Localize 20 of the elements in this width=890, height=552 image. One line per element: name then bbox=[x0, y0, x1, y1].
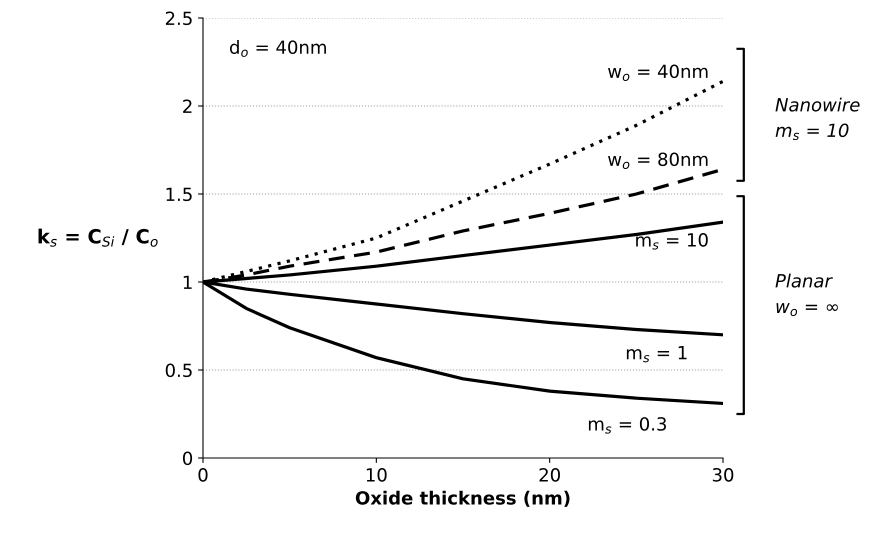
y-tick-label: 1.5 bbox=[166, 188, 192, 202]
series-label: w$_{o}$ = 40nm bbox=[608, 64, 708, 82]
text: Nanowire m$_{s}$ = 10 bbox=[775, 98, 860, 140]
text: Planar w$_{o}$ = ∞ bbox=[775, 274, 838, 316]
y-tick-label: 0.5 bbox=[166, 363, 192, 378]
annotation: d$_{o}$ = 40nm bbox=[230, 40, 326, 57]
x-tick-label: 30 bbox=[712, 468, 734, 482]
x-axis-title: Oxide thickness (nm) bbox=[356, 490, 570, 507]
y-axis-title: k$_{s}$ = C$_{Si}$ / C$_{o}$ bbox=[38, 228, 158, 247]
series-label: w$_{o}$ = 80nm bbox=[608, 152, 708, 170]
series-label: m$_{s}$ = 1 bbox=[626, 346, 687, 362]
x-tick-label: 0 bbox=[198, 468, 208, 482]
x-tick-label: 10 bbox=[366, 468, 387, 482]
y-tick-label: 0 bbox=[182, 451, 192, 466]
y-tick-label: 2 bbox=[183, 99, 192, 113]
x-tick-label: 20 bbox=[540, 468, 560, 482]
series-label: m$_{s}$ = 0.3 bbox=[588, 417, 666, 434]
series-label: m$_{s}$ = 10 bbox=[636, 233, 708, 250]
y-tick-label: 2.5 bbox=[166, 11, 192, 26]
y-tick-label: 1 bbox=[184, 276, 192, 289]
